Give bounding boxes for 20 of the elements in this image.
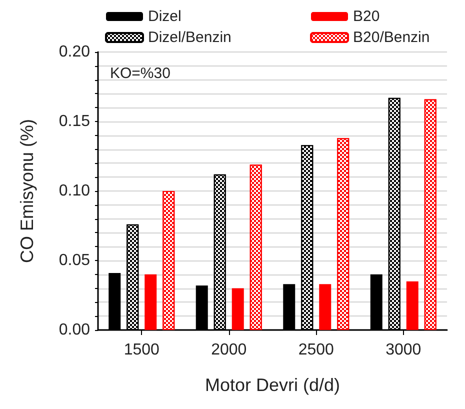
- bar: [232, 288, 244, 330]
- annotation: KO=%30: [110, 65, 170, 82]
- bar: [144, 274, 157, 330]
- y-tick-label: 0.05: [58, 252, 90, 269]
- x-axis-title: Motor Devri (d/d): [204, 375, 340, 395]
- x-tick-label: 2000: [211, 342, 247, 358]
- legend-label: B20: [353, 8, 380, 25]
- x-tick-label: 3000: [386, 342, 422, 358]
- y-axis-title: CO Emisyonu (%): [17, 118, 37, 264]
- y-tick-label: 0.20: [58, 44, 90, 60]
- x-tick-label: 2500: [298, 342, 334, 358]
- bar: [319, 284, 332, 330]
- legend-label: Dizel: [148, 8, 182, 25]
- bar: [406, 281, 418, 330]
- x-tick-label: 1500: [124, 342, 160, 358]
- y-tick-label: 0.00: [58, 322, 90, 338]
- legend-label: Dizel/Benzin: [148, 29, 232, 46]
- y-tick-label: 0.10: [58, 182, 90, 200]
- y-tick-label: 0.15: [58, 113, 90, 130]
- legend-label: B20/Benzin: [353, 29, 430, 46]
